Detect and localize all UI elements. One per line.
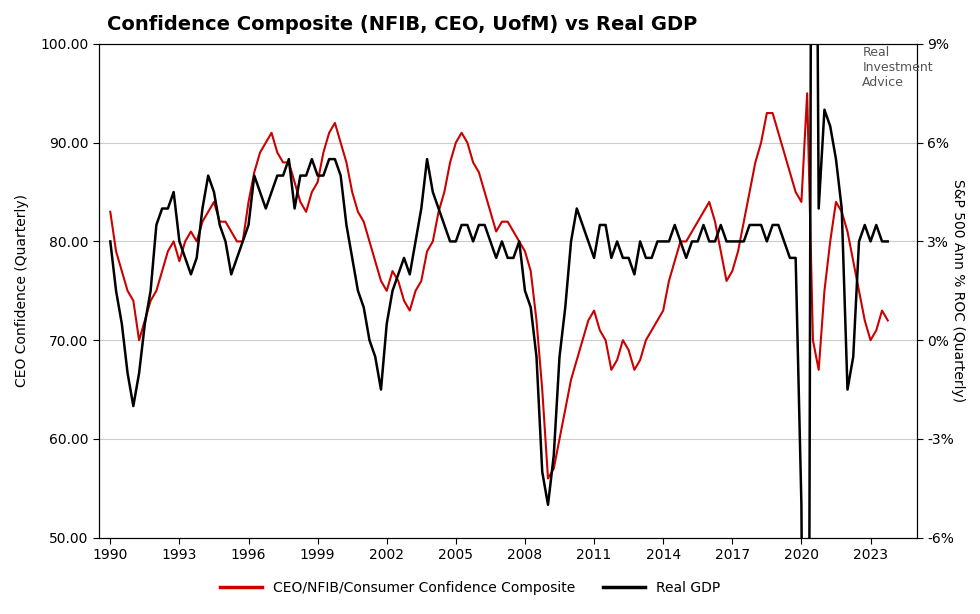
- Y-axis label: CEO Confidence (Quarterly): CEO Confidence (Quarterly): [15, 194, 29, 387]
- Text: Confidence Composite (NFIB, CEO, UofM) vs Real GDP: Confidence Composite (NFIB, CEO, UofM) v…: [107, 15, 697, 34]
- Legend: CEO/NFIB/Consumer Confidence Composite, Real GDP: CEO/NFIB/Consumer Confidence Composite, …: [215, 576, 726, 601]
- Y-axis label: S&P 500 Ann % ROC (Quarterly): S&P 500 Ann % ROC (Quarterly): [951, 179, 965, 402]
- Text: Real
Investment
Advice: Real Investment Advice: [862, 46, 933, 89]
